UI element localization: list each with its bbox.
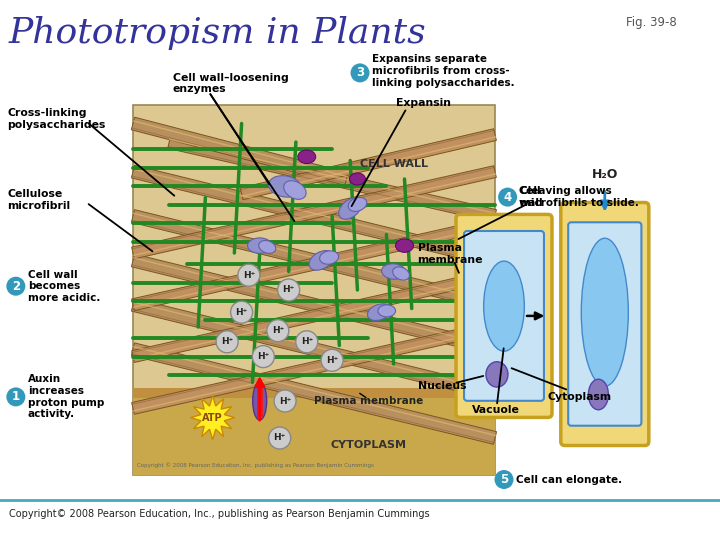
Text: 4: 4 bbox=[503, 191, 512, 204]
Circle shape bbox=[321, 349, 343, 372]
Bar bbox=[133, 105, 495, 475]
Text: H⁺: H⁺ bbox=[282, 286, 294, 294]
Text: Cell wall
becomes
more acidic.: Cell wall becomes more acidic. bbox=[28, 269, 100, 303]
Ellipse shape bbox=[348, 198, 366, 212]
Circle shape bbox=[498, 187, 517, 207]
Polygon shape bbox=[132, 210, 497, 311]
Text: Cleaving allows
microfibrils to slide.: Cleaving allows microfibrils to slide. bbox=[520, 186, 639, 208]
Text: Cell can elongate.: Cell can elongate. bbox=[516, 475, 622, 484]
Ellipse shape bbox=[284, 181, 306, 199]
Ellipse shape bbox=[269, 176, 302, 197]
Polygon shape bbox=[132, 299, 497, 400]
Circle shape bbox=[216, 331, 238, 353]
Circle shape bbox=[296, 331, 318, 353]
Polygon shape bbox=[240, 129, 496, 200]
Text: CYTOPLASM: CYTOPLASM bbox=[330, 441, 406, 450]
Text: 3: 3 bbox=[356, 66, 364, 79]
Polygon shape bbox=[132, 166, 496, 259]
Polygon shape bbox=[132, 321, 496, 414]
Text: ATP: ATP bbox=[202, 413, 223, 423]
Text: Plasma membrane: Plasma membrane bbox=[314, 396, 423, 406]
Text: Cell
wall: Cell wall bbox=[518, 186, 543, 208]
Text: Cell wall–loosening
enzymes: Cell wall–loosening enzymes bbox=[173, 73, 289, 94]
Ellipse shape bbox=[486, 362, 508, 387]
Ellipse shape bbox=[298, 150, 316, 164]
Polygon shape bbox=[191, 396, 235, 440]
Circle shape bbox=[495, 470, 513, 489]
Ellipse shape bbox=[382, 264, 405, 279]
Text: H⁺: H⁺ bbox=[326, 356, 338, 365]
Circle shape bbox=[278, 279, 300, 301]
Polygon shape bbox=[132, 254, 497, 355]
FancyBboxPatch shape bbox=[464, 231, 544, 401]
Ellipse shape bbox=[581, 238, 629, 386]
Ellipse shape bbox=[588, 379, 608, 410]
Text: Fig. 39-8: Fig. 39-8 bbox=[626, 16, 677, 29]
Text: H⁺: H⁺ bbox=[279, 396, 291, 406]
Polygon shape bbox=[132, 165, 497, 267]
Text: H⁺: H⁺ bbox=[274, 434, 286, 442]
Text: Phototropism in Plants: Phototropism in Plants bbox=[9, 16, 426, 50]
Text: H⁺: H⁺ bbox=[221, 338, 233, 346]
Text: H₂O: H₂O bbox=[592, 168, 618, 181]
Text: CELL WALL: CELL WALL bbox=[360, 159, 428, 169]
Ellipse shape bbox=[338, 198, 361, 219]
Text: Cellulose
microfibril: Cellulose microfibril bbox=[7, 189, 71, 211]
Ellipse shape bbox=[378, 305, 395, 317]
Text: Copyright © 2008 Pearson Education, Inc. publishing as Pearson Benjamin Cummings: Copyright © 2008 Pearson Education, Inc.… bbox=[137, 462, 374, 468]
Ellipse shape bbox=[367, 304, 391, 321]
FancyBboxPatch shape bbox=[561, 202, 649, 446]
Circle shape bbox=[351, 63, 369, 83]
Circle shape bbox=[252, 346, 274, 368]
Ellipse shape bbox=[349, 173, 366, 185]
Ellipse shape bbox=[309, 251, 333, 270]
Bar bbox=[133, 394, 495, 475]
Circle shape bbox=[230, 301, 253, 323]
Ellipse shape bbox=[253, 382, 266, 420]
Text: Expansin: Expansin bbox=[396, 98, 451, 107]
FancyBboxPatch shape bbox=[456, 214, 552, 417]
Text: Copyright© 2008 Pearson Education, Inc., publishing as Pearson Benjamin Cummings: Copyright© 2008 Pearson Education, Inc.,… bbox=[9, 509, 429, 519]
Text: Vacuole: Vacuole bbox=[472, 406, 519, 415]
Circle shape bbox=[6, 387, 25, 407]
Text: Expansins separate
microfibrils from cross-
linking polysaccharides.: Expansins separate microfibrils from cro… bbox=[372, 55, 515, 87]
FancyBboxPatch shape bbox=[568, 222, 642, 426]
Bar bbox=[133, 388, 495, 397]
Bar bbox=[257, 385, 263, 417]
Text: 2: 2 bbox=[12, 280, 20, 293]
Text: Plasma
membrane: Plasma membrane bbox=[418, 243, 483, 265]
Circle shape bbox=[269, 427, 291, 449]
Text: H⁺: H⁺ bbox=[271, 326, 284, 335]
Text: Cross-linking
polysaccharides: Cross-linking polysaccharides bbox=[7, 108, 106, 130]
Ellipse shape bbox=[395, 239, 413, 252]
Polygon shape bbox=[131, 117, 348, 185]
Polygon shape bbox=[132, 269, 496, 362]
Circle shape bbox=[267, 320, 289, 342]
Circle shape bbox=[274, 390, 296, 412]
Text: Nucleus: Nucleus bbox=[418, 381, 466, 391]
Polygon shape bbox=[132, 218, 496, 310]
Text: Auxin
increases
proton pump
activity.: Auxin increases proton pump activity. bbox=[28, 375, 104, 419]
Ellipse shape bbox=[258, 240, 276, 253]
Polygon shape bbox=[168, 136, 496, 222]
Text: H⁺: H⁺ bbox=[301, 338, 313, 346]
Ellipse shape bbox=[484, 261, 524, 351]
Circle shape bbox=[6, 276, 25, 296]
Polygon shape bbox=[132, 343, 497, 444]
Text: H⁺: H⁺ bbox=[257, 352, 269, 361]
Text: 1: 1 bbox=[12, 390, 20, 403]
Text: H⁺: H⁺ bbox=[235, 308, 248, 316]
Ellipse shape bbox=[320, 251, 338, 264]
Ellipse shape bbox=[248, 238, 272, 253]
Text: 5: 5 bbox=[500, 473, 508, 486]
Text: H⁺: H⁺ bbox=[243, 271, 255, 280]
Text: Cytoplasm: Cytoplasm bbox=[547, 392, 611, 402]
Circle shape bbox=[238, 264, 260, 286]
Ellipse shape bbox=[392, 267, 410, 280]
